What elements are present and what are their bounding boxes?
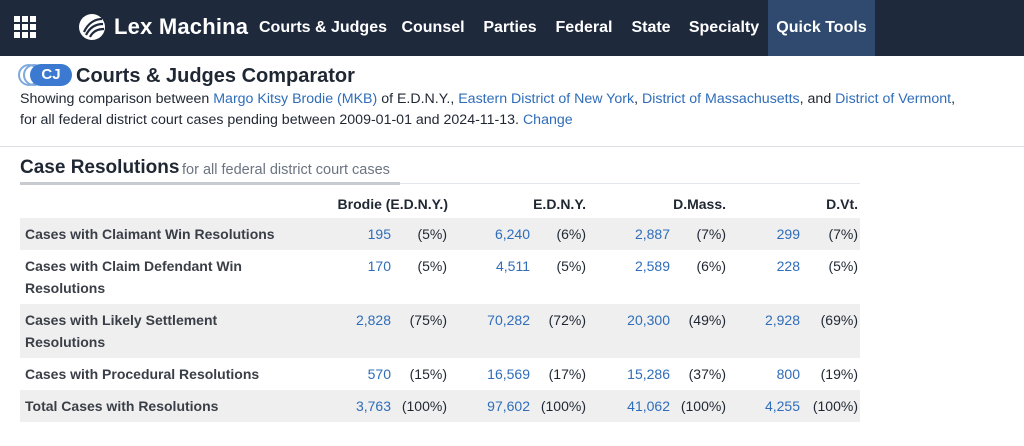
count-link-edny[interactable]: 6,240 xyxy=(494,226,530,242)
nav-state[interactable]: State xyxy=(631,19,671,36)
percent-brodie: (5%) xyxy=(417,226,447,242)
count-link-brodie[interactable]: 2,828 xyxy=(355,312,391,328)
desc-comma-2: , xyxy=(951,91,956,107)
table-row: Cases with Claim Defendant Win Resolution… xyxy=(20,250,860,304)
lex-machina-logo[interactable]: Lex Machina xyxy=(78,10,248,44)
desc-comma: , xyxy=(634,91,639,107)
percent-edny: (72%) xyxy=(548,312,586,328)
section-underline xyxy=(20,182,400,185)
change-link[interactable]: Change xyxy=(522,112,573,128)
nav-parties[interactable]: Parties xyxy=(483,19,537,36)
table-header-row: Brodie (E.D.N.Y.) E.D.N.Y. D.Mass. D.Vt. xyxy=(20,190,860,218)
count-link-brodie[interactable]: 570 xyxy=(367,366,391,382)
percent-dvt: (7%) xyxy=(828,226,858,242)
row-label-line: Cases with Claimant Win Resolutions xyxy=(25,226,275,242)
row-label: Cases with Claimant Win Resolutions xyxy=(25,223,275,245)
count-link-dmass[interactable]: 20,300 xyxy=(627,312,670,328)
section-title: Case Resolutions xyxy=(20,157,180,178)
count-link-dvt[interactable]: 228 xyxy=(776,258,800,274)
table-body: Cases with Claimant Win Resolutions 195 (5… xyxy=(20,218,860,422)
count-link-edny[interactable]: 97,602 xyxy=(487,398,530,414)
count-link-dmass[interactable]: 2,589 xyxy=(634,258,670,274)
count-link-dvt[interactable]: 299 xyxy=(776,226,800,242)
count-link-edny[interactable]: 4,511 xyxy=(496,258,530,274)
table-row: Cases with Likely Settlement Resolutions 2… xyxy=(20,304,860,358)
row-label-line: Cases with Procedural Resolutions xyxy=(25,366,260,382)
nav-counsel[interactable]: Counsel xyxy=(401,19,465,36)
nav-specialty[interactable]: Specialty xyxy=(688,19,760,36)
nav-quick-tools[interactable]: Quick Tools xyxy=(768,0,875,56)
table-row: Cases with Claimant Win Resolutions 195 (5… xyxy=(20,218,860,250)
nav-courts-judges[interactable]: Courts & Judges xyxy=(258,19,387,36)
comparison-description: Showing comparison between Margo Kitsy B… xyxy=(20,89,1020,131)
desc-and: , and xyxy=(799,91,832,107)
row-label-line: Cases with Likely Settlement xyxy=(25,312,218,328)
desc-line-2: for all federal district court cases pen… xyxy=(20,112,519,128)
logo-mark-icon xyxy=(79,14,105,40)
badge-label: CJ xyxy=(30,64,72,86)
percent-dmass: (37%) xyxy=(688,366,726,382)
percent-dmass: (49%) xyxy=(688,312,726,328)
header-divider xyxy=(0,146,1024,147)
percent-dvt: (5%) xyxy=(828,258,858,274)
count-link-dvt[interactable]: 2,928 xyxy=(764,312,800,328)
percent-edny: (17%) xyxy=(548,366,586,382)
percent-edny: (6%) xyxy=(556,226,586,242)
section-subtitle: for all federal district court cases xyxy=(182,162,390,178)
row-label-line: Total Cases with Resolutions xyxy=(25,398,219,414)
section-rule xyxy=(400,183,860,184)
count-link-dmass[interactable]: 41,062 xyxy=(627,398,670,414)
desc-prefix: Showing comparison between xyxy=(20,91,210,107)
percent-edny: (100%) xyxy=(540,398,586,414)
desc-of: of E.D.N.Y., xyxy=(381,91,455,107)
percent-dvt: (19%) xyxy=(820,366,858,382)
percent-dmass: (7%) xyxy=(696,226,726,242)
count-link-edny[interactable]: 70,282 xyxy=(487,312,530,328)
logo-text: Lex Machina xyxy=(114,14,249,39)
percent-brodie: (5%) xyxy=(417,258,447,274)
count-link-edny[interactable]: 16,569 xyxy=(487,366,530,382)
percent-dmass: (6%) xyxy=(696,258,726,274)
percent-brodie: (15%) xyxy=(409,366,447,382)
percent-brodie: (100%) xyxy=(401,398,447,414)
column-header-edny: E.D.N.Y. xyxy=(533,196,586,212)
row-label: Cases with Claim Defendant Win Resolution… xyxy=(25,255,242,299)
count-link-brodie[interactable]: 3,763 xyxy=(355,398,391,414)
table-row: Cases with Procedural Resolutions 570 (15%… xyxy=(20,358,860,390)
row-label: Total Cases with Resolutions xyxy=(25,395,218,417)
count-link-dvt[interactable]: 800 xyxy=(776,366,800,382)
comparator-badge: CJ xyxy=(18,64,72,86)
count-link-dmass[interactable]: 15,286 xyxy=(627,366,670,382)
percent-dvt: (100%) xyxy=(812,398,858,414)
court-link-dmass[interactable]: District of Massachusetts xyxy=(641,91,800,107)
row-label-line: Resolutions xyxy=(25,280,106,296)
page-title: Courts & Judges Comparator xyxy=(76,65,355,87)
percent-dvt: (69%) xyxy=(820,312,858,328)
court-link-dvt[interactable]: District of Vermont xyxy=(835,91,952,107)
count-link-brodie[interactable]: 195 xyxy=(367,226,391,242)
count-link-dvt[interactable]: 4,255 xyxy=(764,398,800,414)
row-label-line: Cases with Claim Defendant Win xyxy=(25,258,242,274)
nav-federal[interactable]: Federal xyxy=(555,19,613,36)
count-link-dmass[interactable]: 2,887 xyxy=(634,226,670,242)
court-link-edny[interactable]: Eastern District of New York xyxy=(458,91,635,107)
case-resolutions-table: Brodie (E.D.N.Y.) E.D.N.Y. D.Mass. D.Vt.… xyxy=(20,190,860,422)
percent-dmass: (100%) xyxy=(680,398,726,414)
table-row: Total Cases with Resolutions 3,763 (100%) 9… xyxy=(20,390,860,422)
column-header-dvt: D.Vt. xyxy=(826,196,858,212)
row-label-line: Resolutions xyxy=(25,334,106,350)
judge-link[interactable]: Margo Kitsy Brodie (MKB) xyxy=(213,91,378,107)
row-label: Cases with Procedural Resolutions xyxy=(25,363,259,385)
column-header-brodie: Brodie (E.D.N.Y.) xyxy=(337,196,448,212)
percent-edny: (5%) xyxy=(556,258,586,274)
row-label: Cases with Likely Settlement Resolutions xyxy=(25,309,217,353)
percent-brodie: (75%) xyxy=(409,312,447,328)
apps-grid-icon[interactable] xyxy=(14,16,36,38)
top-navigation-bar: Lex Machina Courts & Judges Counsel Part… xyxy=(0,0,1024,56)
column-header-dmass: D.Mass. xyxy=(673,196,726,212)
count-link-brodie[interactable]: 170 xyxy=(367,258,391,274)
